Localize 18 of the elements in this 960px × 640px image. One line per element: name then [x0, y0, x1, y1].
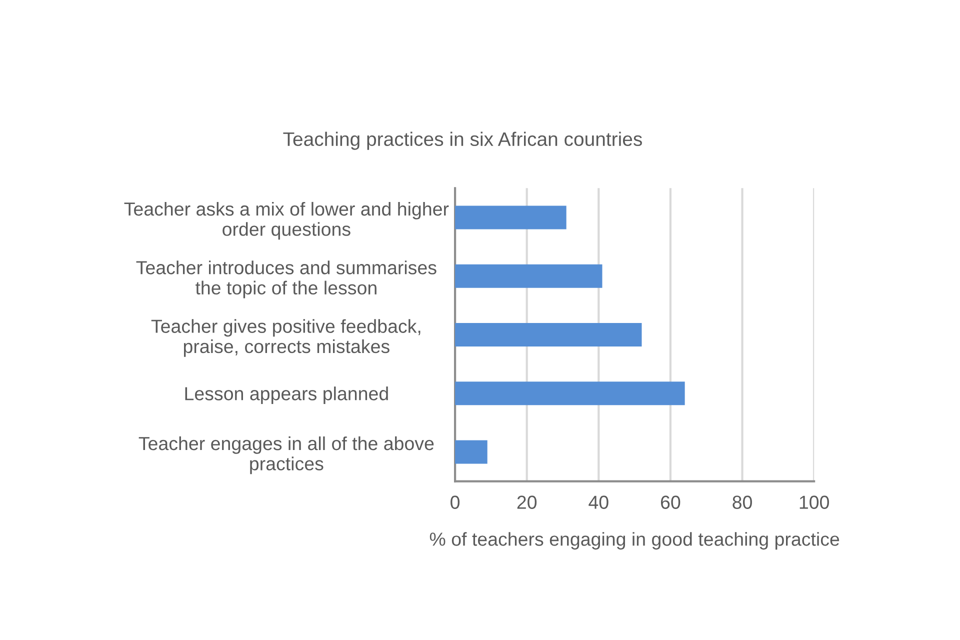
x-tick-label: 20	[517, 496, 537, 509]
y-tick-label: Teacher engages in all of the above practices	[138, 436, 434, 474]
x-tick-label: 0	[450, 496, 460, 509]
bar	[455, 264, 602, 288]
x-axis-title: % of teachers engaging in good teaching practice	[430, 532, 840, 550]
x-tick-label: 100	[800, 496, 829, 509]
bar	[455, 206, 566, 230]
y-tick-label: Teacher introduces and summarises the topic of the lesson	[136, 260, 436, 298]
y-tick-label: Teacher asks a mix of lower and higher order questions	[124, 202, 449, 240]
x-tick-label: 80	[732, 496, 752, 509]
y-tick-label: Teacher gives positive feedback, praise, corrects mistakes	[151, 319, 420, 357]
bar	[455, 382, 685, 406]
y-tick-label: Lesson appears planned	[185, 386, 388, 404]
chart-title: Teaching practices in six African countries	[283, 132, 642, 150]
bar	[455, 440, 488, 464]
x-tick-label: 40	[588, 496, 608, 509]
bar	[455, 322, 642, 346]
x-tick-label: 60	[660, 496, 680, 509]
